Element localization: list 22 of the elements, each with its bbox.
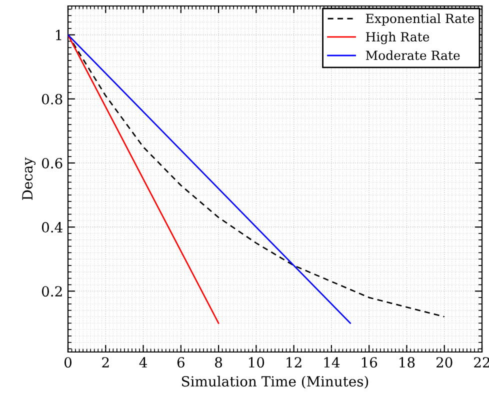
x-tick-label: 22: [474, 357, 489, 368]
x-tick-label: 4: [139, 357, 147, 368]
x-tick-label: 20: [436, 357, 452, 368]
x-tick-label: 18: [400, 357, 415, 368]
x-tick-label: 2: [102, 357, 109, 368]
y-tick-label: 0.6: [42, 158, 62, 168]
x-tick-label: 10: [249, 357, 264, 368]
y-tick-label: 0.2: [42, 286, 62, 297]
y-tick-label: 1: [56, 30, 62, 40]
y-tick-label: 0.8: [42, 94, 62, 104]
x-axis-title: Simulation Time (Minutes): [182, 376, 368, 389]
legend-label: High Rate: [366, 32, 430, 44]
x-tick-label: 6: [177, 357, 184, 368]
x-tick-label: 14: [324, 357, 340, 368]
legend-label: Moderate Rate: [366, 50, 460, 60]
legend-label: Exponential Rate: [366, 14, 474, 26]
x-tick-label: 16: [362, 357, 378, 368]
x-tick-label: 0: [64, 357, 72, 368]
y-axis-title: Decay: [22, 157, 36, 200]
x-tick-label: 12: [286, 357, 302, 368]
x-tick-label: 8: [215, 357, 222, 368]
y-tick-label: 0.4: [42, 222, 62, 233]
